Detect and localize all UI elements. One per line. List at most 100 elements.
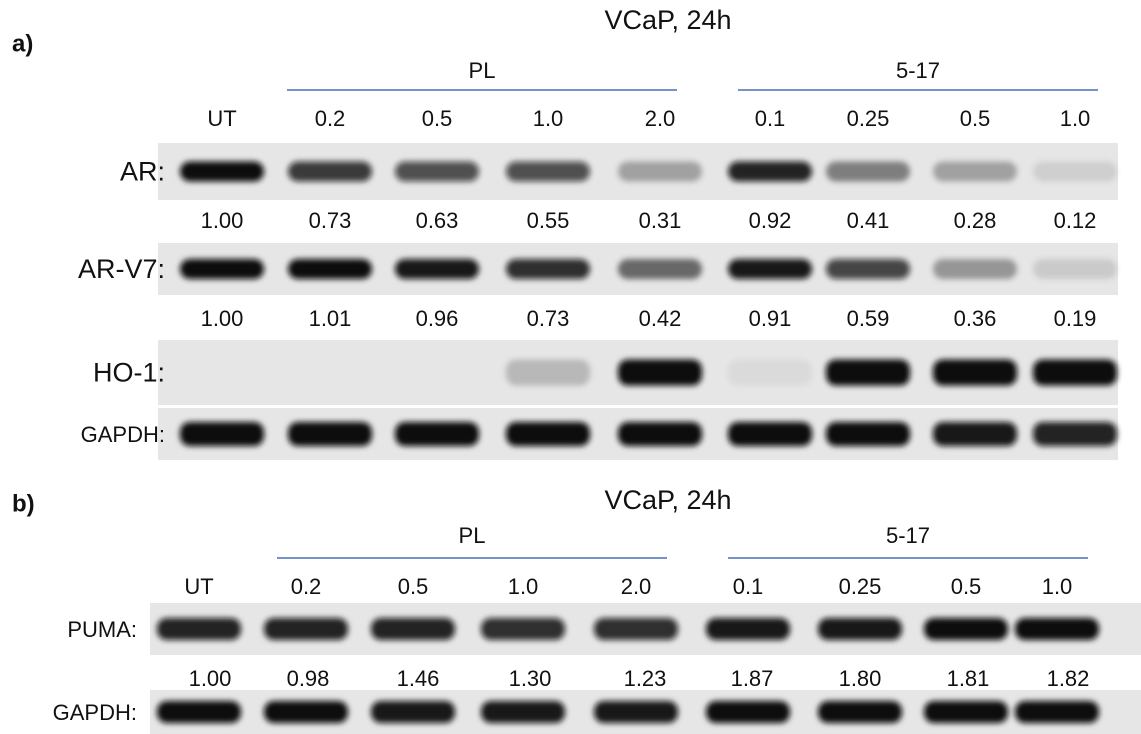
- band: [506, 422, 590, 446]
- band: [594, 618, 678, 640]
- band: [157, 618, 241, 640]
- quant-value: 1.01: [309, 306, 352, 331]
- quant-value: 0.73: [309, 208, 352, 233]
- bands: [180, 259, 1117, 279]
- blot-label: AR-V7:: [78, 254, 165, 284]
- blot-label: PUMA:: [67, 617, 137, 642]
- lane-label: 0.5: [398, 574, 429, 599]
- band: [826, 162, 910, 182]
- band: [826, 360, 910, 386]
- band: [1033, 259, 1117, 279]
- band: [288, 162, 372, 182]
- band: [1033, 422, 1117, 446]
- band: [264, 701, 348, 723]
- band: [933, 422, 1017, 446]
- band: [924, 618, 1008, 640]
- band: [371, 701, 455, 723]
- band: [706, 701, 790, 723]
- bands: [157, 701, 1099, 723]
- band: [395, 259, 479, 279]
- band: [924, 701, 1008, 723]
- band: [395, 422, 479, 446]
- lane-label: 1.0: [1060, 106, 1091, 131]
- band: [506, 360, 590, 386]
- lane-label: 2.0: [645, 106, 676, 131]
- lane-label: 1.0: [508, 574, 539, 599]
- quant-value: 0.36: [954, 306, 997, 331]
- band: [933, 259, 1017, 279]
- lane-label: UT: [184, 574, 213, 599]
- band: [1015, 618, 1099, 640]
- band: [618, 162, 702, 182]
- quant-value: 0.98: [287, 666, 330, 691]
- blot-label: GAPDH:: [53, 700, 137, 725]
- quant-value: 0.31: [639, 208, 682, 233]
- bands: [180, 422, 1117, 446]
- quant-value: 1.30: [509, 666, 552, 691]
- quant-value: 1.82: [1047, 666, 1090, 691]
- panel-title: VCaP, 24h: [604, 5, 731, 35]
- quant-value: 0.59: [847, 306, 890, 331]
- group-label: PL: [459, 523, 486, 548]
- blot-label: AR:: [120, 157, 165, 187]
- group-label: 5-17: [886, 523, 930, 548]
- quant-value: 0.19: [1054, 306, 1097, 331]
- band: [481, 618, 565, 640]
- panel-title: VCaP, 24h: [604, 485, 731, 515]
- group-label: 5-17: [896, 58, 940, 83]
- bands: [157, 618, 1099, 640]
- lane-label: 0.2: [315, 106, 346, 131]
- quant-value: 0.42: [639, 306, 682, 331]
- lane-label: 0.5: [960, 106, 991, 131]
- band: [933, 360, 1017, 386]
- band: [618, 360, 702, 386]
- band: [264, 618, 348, 640]
- band: [180, 162, 264, 182]
- quant-value: 0.28: [954, 208, 997, 233]
- band: [1033, 360, 1117, 386]
- lane-label: 0.5: [422, 106, 453, 131]
- lane-label: 0.2: [291, 574, 322, 599]
- blot-label: GAPDH:: [81, 422, 165, 447]
- quant-value: 0.41: [847, 208, 890, 233]
- quant-value: 1.23: [624, 666, 667, 691]
- lane-label: 0.25: [839, 574, 882, 599]
- group-label: PL: [469, 58, 496, 83]
- quant-value: 1.46: [397, 666, 440, 691]
- band: [618, 422, 702, 446]
- quant-value: 0.73: [527, 306, 570, 331]
- band: [706, 618, 790, 640]
- band: [594, 701, 678, 723]
- band: [395, 162, 479, 182]
- lane-label: 0.5: [951, 574, 982, 599]
- band: [728, 162, 812, 182]
- blot-label: HO-1:: [93, 358, 165, 388]
- lane-label: 0.1: [755, 106, 786, 131]
- quant-value: 0.12: [1054, 208, 1097, 233]
- quant-value: 0.92: [749, 208, 792, 233]
- figure: a) VCaP, 24h PL 5-17 UT 0.2 0.5 1.0 2.0 0.1 0.25 0.…: [0, 0, 1141, 734]
- quant-value: 1.00: [201, 306, 244, 331]
- lane-label: 0.1: [733, 574, 764, 599]
- quant-value: 1.80: [839, 666, 882, 691]
- quant-value: 1.00: [201, 208, 244, 233]
- band: [826, 259, 910, 279]
- lane-label: 1.0: [1042, 574, 1073, 599]
- band: [371, 618, 455, 640]
- lane-label: 1.0: [533, 106, 564, 131]
- band: [728, 360, 812, 386]
- band: [818, 701, 902, 723]
- lane-label: UT: [207, 106, 236, 131]
- panel-label: b): [12, 490, 35, 517]
- panel-label: a): [12, 30, 33, 57]
- band: [728, 259, 812, 279]
- quant-value: 0.63: [416, 208, 459, 233]
- band: [618, 259, 702, 279]
- quant-value: 1.00: [189, 666, 232, 691]
- quant-value: 0.55: [527, 208, 570, 233]
- band: [826, 422, 910, 446]
- band: [180, 259, 264, 279]
- quant-value: 1.81: [947, 666, 990, 691]
- band: [506, 162, 590, 182]
- quant-value: 0.96: [416, 306, 459, 331]
